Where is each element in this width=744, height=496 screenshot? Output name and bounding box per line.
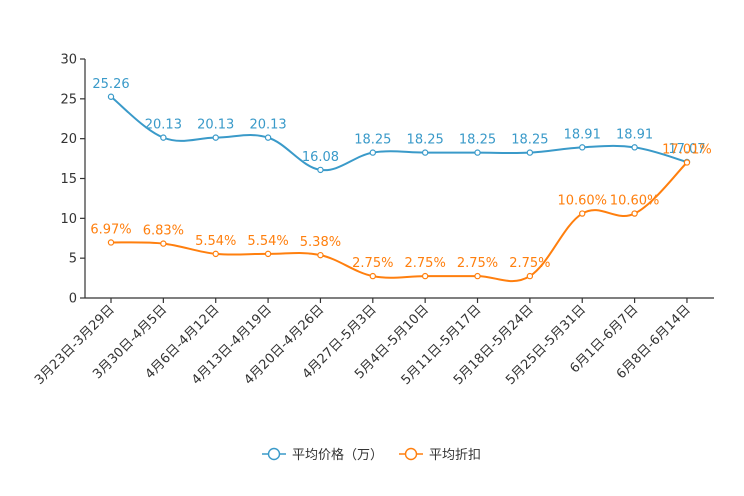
series-1-point[interactable]	[212, 250, 219, 258]
series-0-point[interactable]	[421, 149, 429, 156]
legend-label: 平均折扣	[429, 448, 481, 463]
legend-label: 平均价格（万）	[292, 447, 383, 463]
series-0-data-label: 25.26	[92, 77, 129, 92]
series-1-data-label: 17.01%	[662, 142, 712, 157]
series-1-data-label: 10.60%	[610, 194, 660, 209]
series-1-data-label: 2.75%	[405, 256, 446, 271]
series-1-data-label: 2.75%	[352, 256, 393, 271]
x-axis: 3月23日-3月29日3月30日-4月5日4月6日-4月12日4月13日-4月1…	[32, 297, 714, 388]
series-1-data-label: 6.97%	[90, 222, 131, 237]
series-1-point[interactable]	[474, 272, 481, 280]
y-tick-label: 15	[60, 172, 77, 187]
data-labels: 25.26 20.13 20.13 20.13 16.08 18.25 18.25 18.25…	[90, 77, 711, 271]
series-1-point[interactable]	[160, 240, 167, 247]
legend-swatch-marker	[267, 447, 281, 461]
series-0-data-label: 18.25	[354, 133, 391, 148]
y-tick-label: 25	[60, 92, 77, 107]
series-0-point[interactable]	[264, 134, 272, 141]
series-1-point[interactable]	[107, 239, 115, 246]
series-0-data-label: 18.25	[511, 133, 548, 148]
series-1-data-label: 10.60%	[557, 194, 607, 209]
series-0-data-label: 20.13	[197, 118, 234, 133]
series-1-data-label: 2.75%	[457, 256, 498, 271]
series-0-data-label: 16.08	[302, 150, 339, 165]
series-1-point[interactable]	[317, 251, 324, 259]
series-layer	[107, 93, 691, 283]
series-1-data-label: 5.38%	[300, 235, 341, 250]
series-0-point[interactable]	[317, 166, 324, 174]
series-0-point[interactable]	[212, 134, 219, 141]
series-1-point[interactable]	[579, 210, 586, 217]
legend-item-0[interactable]: 平均价格（万）	[262, 447, 383, 463]
y-tick-label: 5	[69, 252, 77, 267]
legend-swatch-marker	[404, 447, 418, 461]
series-1-point[interactable]	[526, 272, 534, 280]
series-1-data-label: 6.83%	[143, 224, 184, 239]
y-tick-label: 10	[60, 212, 77, 227]
series-1-point[interactable]	[683, 159, 691, 166]
y-axis: 0 5 10 15 20 25 30	[60, 53, 86, 307]
series-0-point[interactable]	[107, 93, 115, 100]
series-1-data-label: 2.75%	[509, 256, 550, 271]
series-1-point[interactable]	[264, 250, 272, 258]
series-line-1	[110, 161, 688, 283]
y-tick-label: 20	[60, 132, 77, 147]
series-1-data-label: 5.54%	[247, 234, 288, 249]
series-0-point[interactable]	[369, 149, 376, 156]
series-0-point[interactable]	[631, 144, 638, 151]
series-0-data-label: 18.25	[407, 133, 444, 148]
series-0-data-label: 20.13	[145, 118, 182, 133]
series-0-data-label: 18.91	[564, 127, 601, 142]
series-0-point[interactable]	[526, 149, 534, 156]
series-0-data-label: 18.91	[616, 127, 653, 142]
series-1-point[interactable]	[421, 272, 429, 280]
legend-item-1[interactable]: 平均折扣	[399, 447, 481, 463]
legend: 平均价格（万） 平均折扣	[262, 447, 481, 463]
series-0-data-label: 17.07	[668, 142, 705, 157]
series-1-data-label: 5.54%	[195, 234, 236, 249]
series-0-point[interactable]	[474, 149, 481, 156]
series-0-point[interactable]	[160, 134, 167, 141]
series-1-point[interactable]	[631, 210, 638, 217]
series-0-point[interactable]	[579, 144, 586, 151]
series-1-point[interactable]	[369, 272, 376, 280]
y-tick-label: 0	[69, 292, 77, 307]
y-tick-label: 30	[60, 53, 77, 68]
series-0-data-label: 20.13	[249, 118, 286, 133]
series-0-data-label: 18.25	[459, 133, 496, 148]
